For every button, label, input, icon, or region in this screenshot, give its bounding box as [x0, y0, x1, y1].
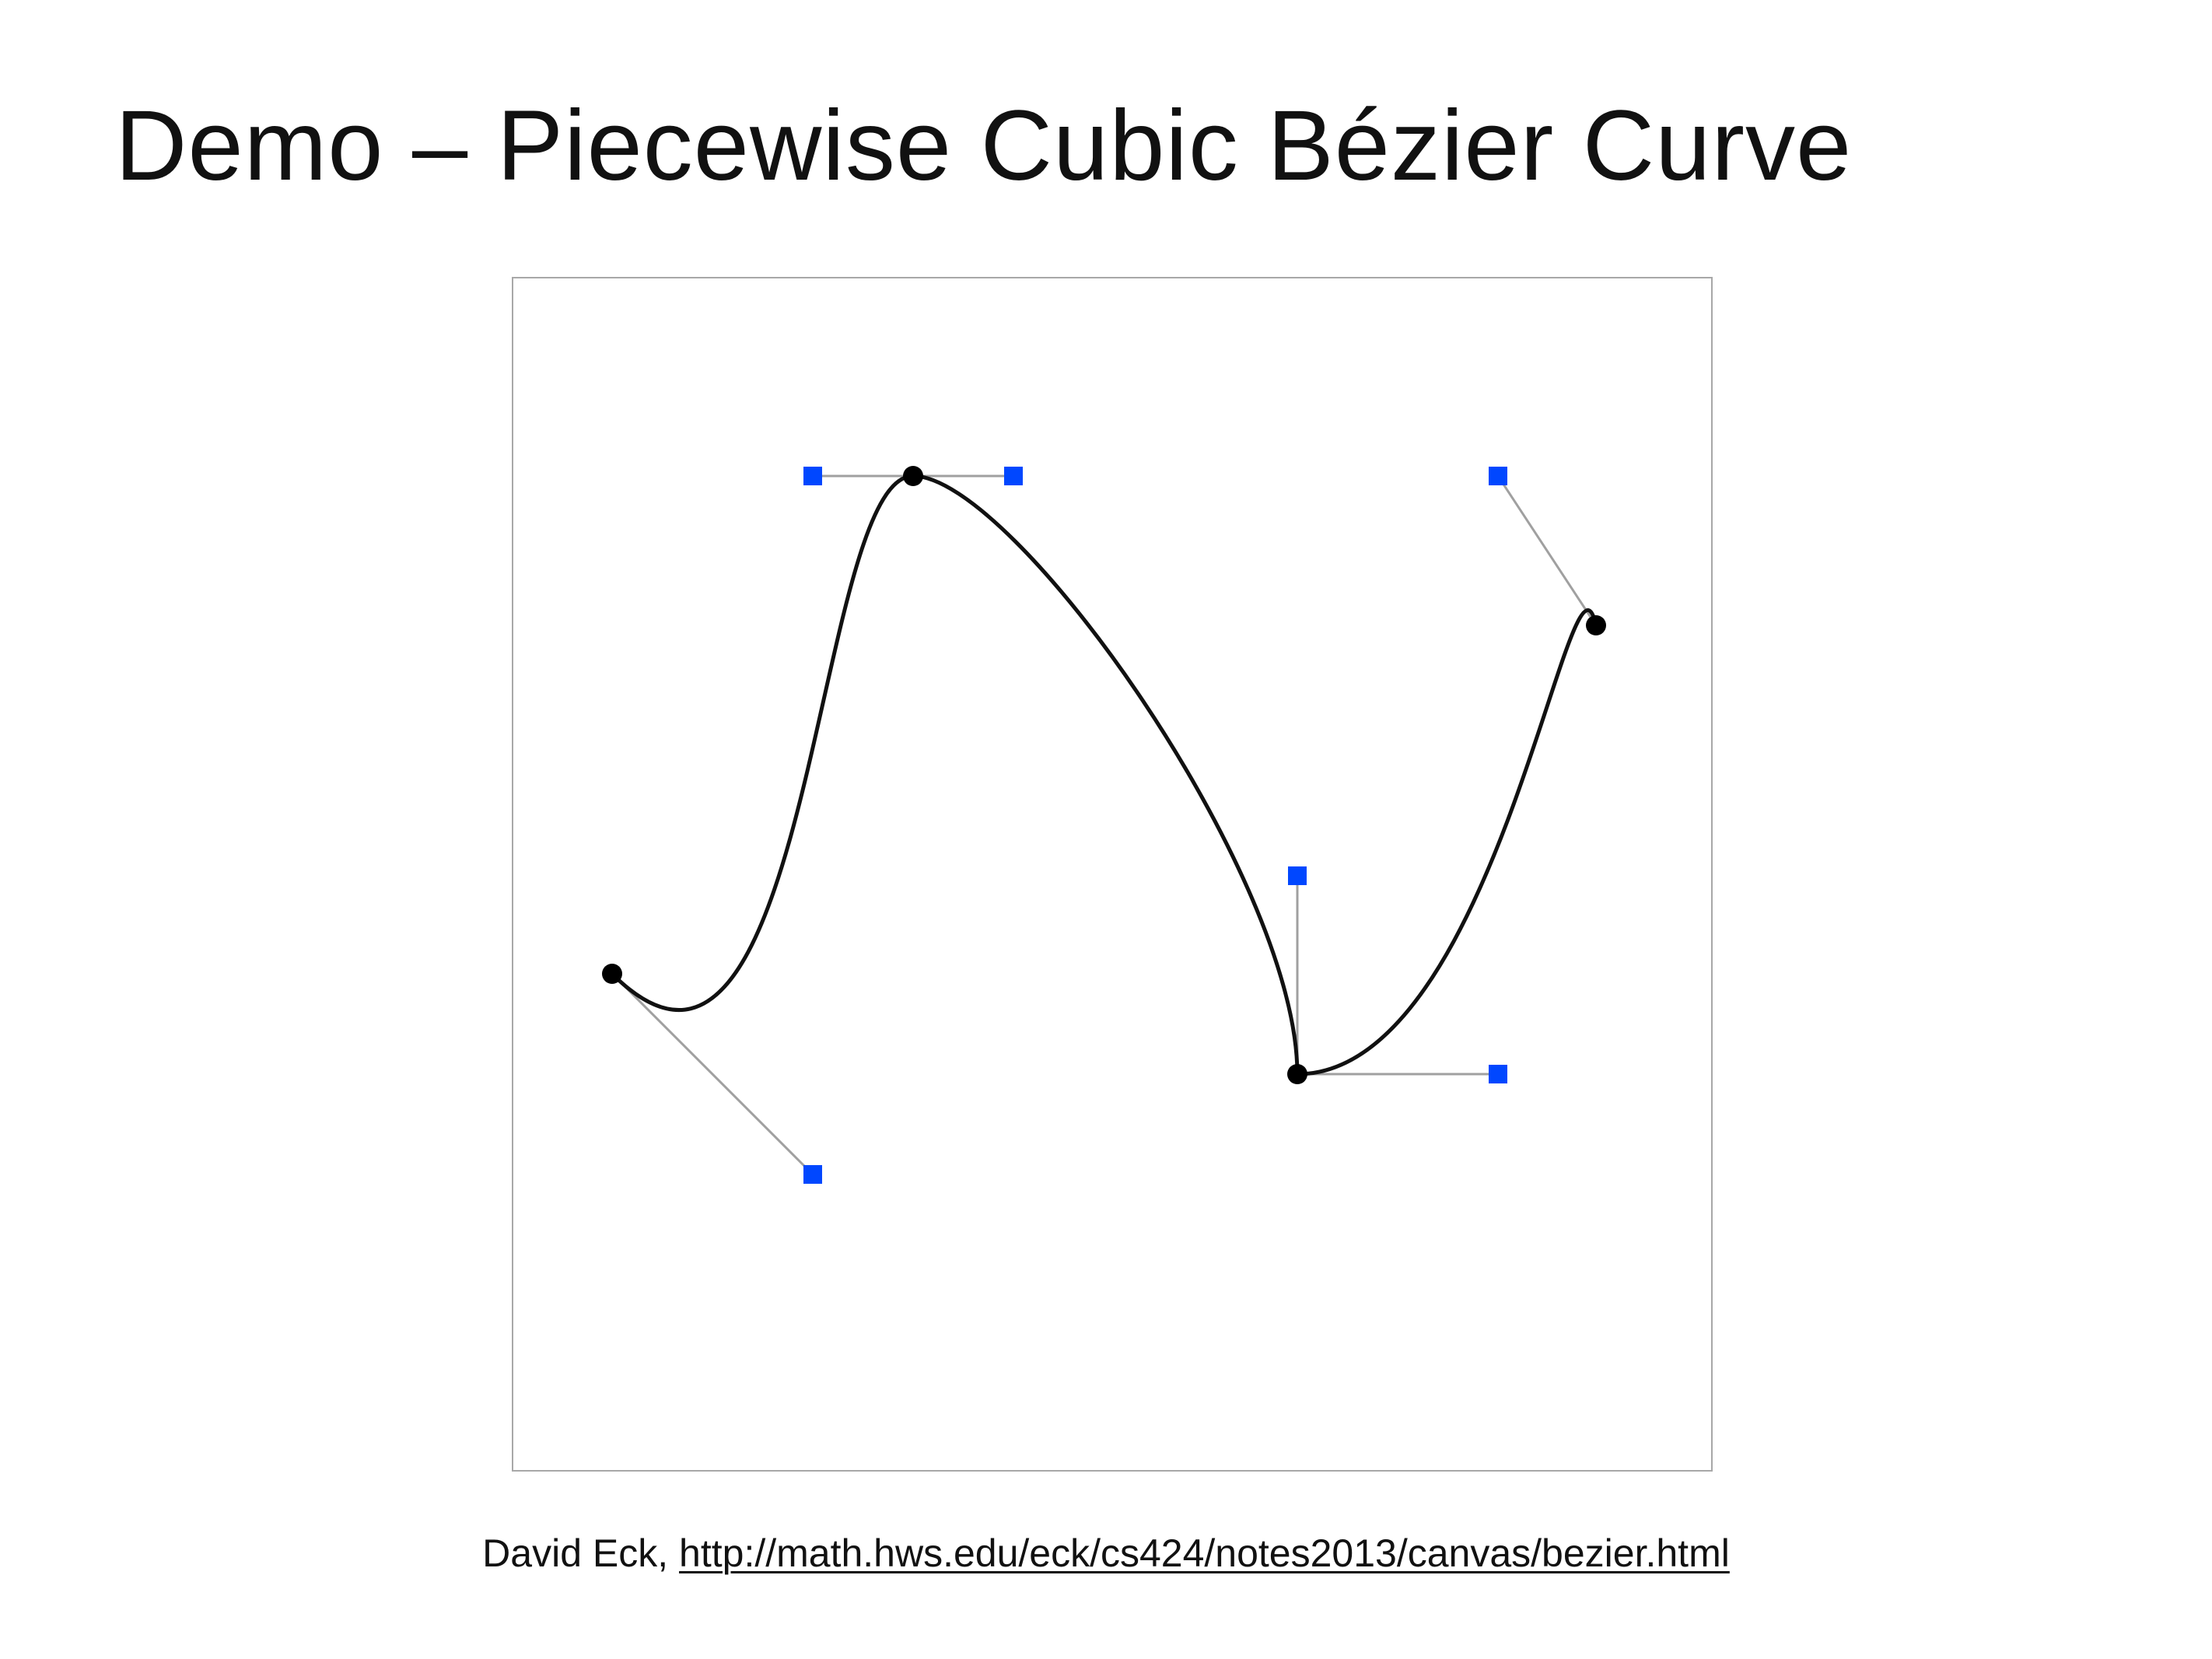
anchor-point[interactable] — [602, 964, 622, 984]
bezier-curve-diagram[interactable] — [513, 278, 1711, 1470]
anchor-point[interactable] — [903, 466, 923, 486]
credit-author: David Eck, — [482, 1531, 669, 1575]
control-point[interactable] — [803, 1165, 822, 1184]
control-points — [803, 467, 1507, 1184]
control-point[interactable] — [1489, 467, 1507, 485]
credit-link[interactable]: http://math.hws.edu/eck/cs424/notes2013/… — [679, 1531, 1730, 1575]
anchor-point[interactable] — [1287, 1064, 1307, 1084]
anchor-points — [602, 466, 1606, 1084]
bezier-curve — [611, 474, 1598, 1076]
control-point[interactable] — [1288, 866, 1307, 885]
control-point[interactable] — [1004, 467, 1023, 485]
control-point[interactable] — [1489, 1065, 1507, 1083]
control-line — [1496, 475, 1598, 626]
slide-title: Demo – Piecewise Cubic Bézier Curve — [115, 90, 1853, 201]
control-lines — [611, 474, 1598, 1176]
anchor-point[interactable] — [1586, 615, 1606, 635]
control-point[interactable] — [803, 467, 822, 485]
bezier-demo-canvas[interactable] — [512, 277, 1713, 1472]
control-line — [611, 972, 814, 1176]
credit-line: David Eck, http://math.hws.edu/eck/cs424… — [0, 1526, 2212, 1580]
